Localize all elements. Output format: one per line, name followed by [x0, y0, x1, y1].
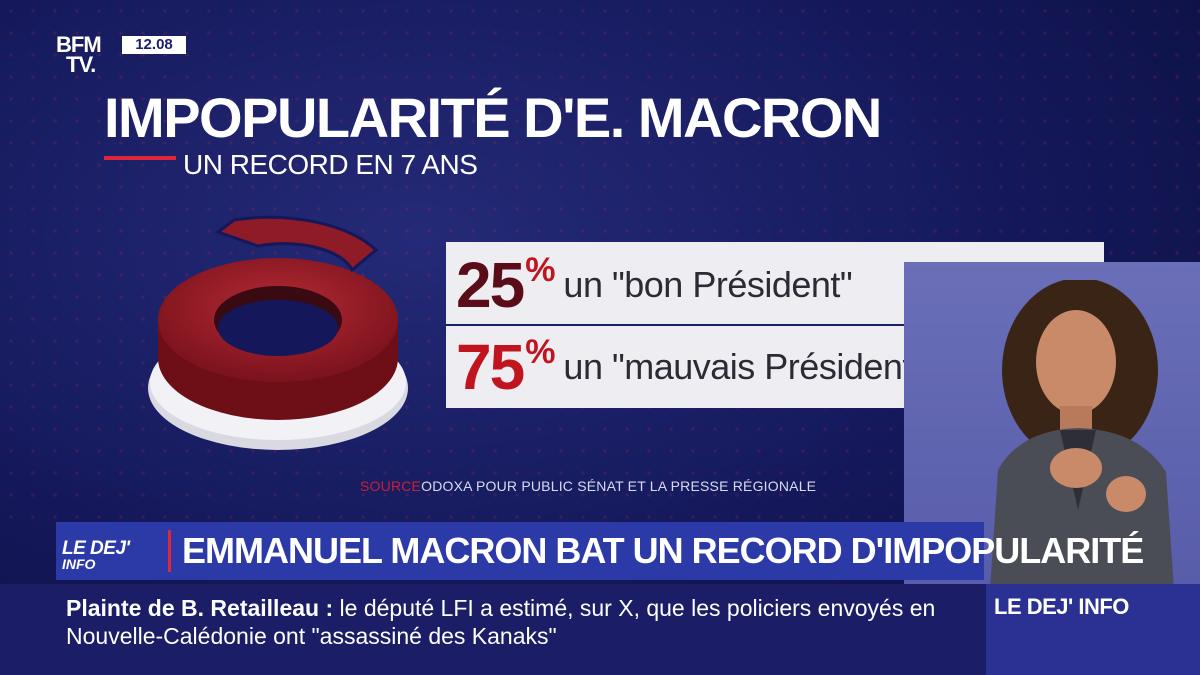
stat-value: 75 [456, 331, 525, 403]
stat-percent-sign: % [525, 333, 556, 371]
logo-line-1: BFM [56, 32, 102, 57]
stat-label: un "bon Président" [563, 264, 853, 305]
ticker-text: Plainte de B. Retailleau : le député LFI… [66, 594, 966, 650]
graphic-title: IMPOPULARITÉ D'E. MACRON [104, 86, 882, 149]
banner-separator [168, 530, 171, 572]
lower-third-banner [56, 522, 984, 580]
clock-badge: 12.08 [122, 36, 186, 54]
sign-language-interpreter-image [990, 280, 1174, 590]
stat-percent-sign: % [525, 251, 556, 289]
stat-row-bad: 75% un "mauvais Président" [456, 331, 925, 403]
graphic-subtitle: UN RECORD EN 7 ANS [183, 149, 478, 180]
source-text: ODOXA POUR PUBLIC SÉNAT ET LA PRESSE RÉG… [421, 478, 817, 494]
show-logo-sub: INFO [62, 556, 96, 572]
ticker-label: LE DEJ' INFO [994, 594, 1129, 619]
donut-chart-graphic [148, 215, 408, 450]
stat-label: un "mauvais Président" [563, 346, 925, 387]
channel-logo: BFM TV. [56, 32, 116, 77]
stat-row-good: 25% un "bon Président" [456, 249, 853, 321]
subtitle-rule [104, 156, 176, 160]
source-credit: SOURCEODOXA POUR PUBLIC SÉNAT ET LA PRES… [360, 478, 816, 494]
stat-value: 25 [456, 249, 525, 321]
donut-segment-25 [214, 215, 379, 273]
stats-divider [446, 324, 1104, 326]
source-key: SOURCE [360, 478, 422, 494]
logo-line-2: TV. [66, 52, 96, 77]
ticker-label-box [986, 584, 1200, 675]
show-logo: LE DEJ' [62, 538, 130, 559]
ticker-key: Plainte de B. Retailleau : [66, 595, 334, 621]
ticker-body: le député LFI a estimé, sur X, que les p… [66, 595, 936, 649]
banner-headline: EMMANUEL MACRON BAT UN RECORD D'IMPOPULA… [182, 530, 1144, 571]
